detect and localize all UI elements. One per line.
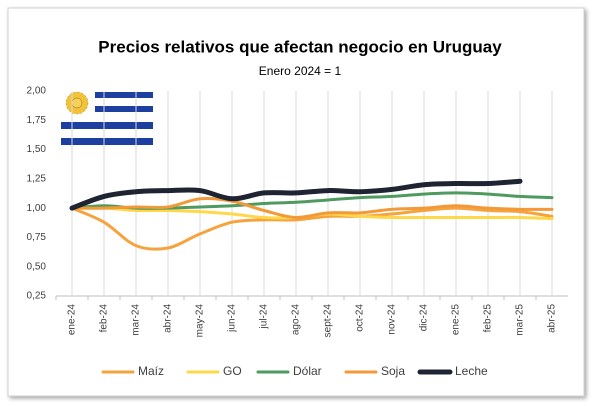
x-tick-label: nov-24 [387, 304, 398, 335]
x-tick-label: ene-24 [67, 304, 78, 336]
y-tick-label: 1,25 [27, 173, 47, 184]
x-tick-label: mar-24 [131, 304, 142, 336]
y-tick-label: 1,00 [27, 203, 47, 214]
x-tick-label: sept-24 [323, 304, 334, 338]
x-tick-label: mar-25 [515, 304, 526, 336]
legend-label: Leche [455, 364, 488, 378]
y-tick-label: 0,75 [27, 232, 47, 243]
x-tick-label: jul-24 [259, 304, 270, 330]
series-line [70, 196, 554, 220]
y-tick-label: 0,50 [27, 261, 47, 272]
x-tick-label: oct-24 [355, 304, 366, 332]
x-tick-label: abr-25 [547, 304, 558, 333]
legend-label: Soja [381, 364, 405, 378]
x-tick-label: ago-24 [291, 304, 302, 336]
x-tick-label: feb-24 [99, 304, 110, 333]
x-tick-label: feb-25 [483, 304, 494, 333]
legend-label: GO [223, 364, 242, 378]
legend-label: Maíz [138, 364, 164, 378]
series-line [69, 178, 523, 211]
y-tick-label: 0,25 [27, 291, 47, 302]
x-tick-label: abr-24 [163, 304, 174, 333]
x-tick-label: jun-24 [227, 304, 238, 333]
y-tick-label: 1,75 [27, 115, 47, 126]
x-tick-label: may-24 [195, 304, 206, 338]
series-line [70, 206, 554, 251]
chart-title: Precios relativos que afectan negocio en… [98, 37, 502, 56]
chart-subtitle: Enero 2024 = 1 [259, 64, 342, 78]
legend-label: Dólar [293, 364, 322, 378]
y-tick-label: 2,00 [27, 86, 47, 97]
y-tick-label: 1,50 [27, 144, 47, 155]
x-tick-label: dic-24 [419, 304, 430, 332]
x-tick-label: ene-25 [451, 304, 462, 336]
flag [61, 90, 153, 146]
